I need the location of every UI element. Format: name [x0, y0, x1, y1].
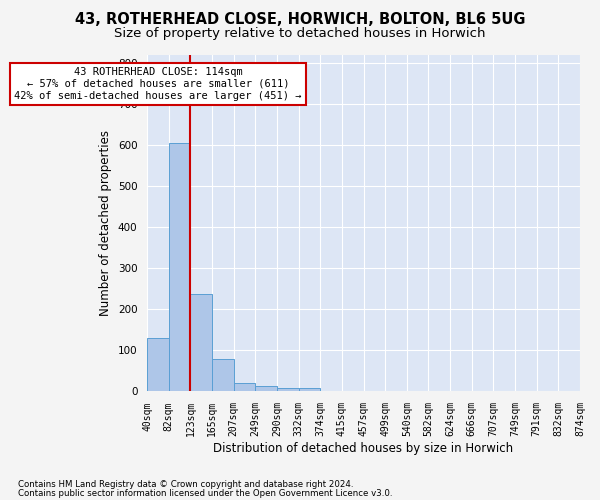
Y-axis label: Number of detached properties: Number of detached properties — [99, 130, 112, 316]
Bar — [147, 338, 169, 392]
Bar — [212, 358, 234, 392]
Bar — [190, 294, 212, 392]
Text: 43, ROTHERHEAD CLOSE, HORWICH, BOLTON, BL6 5UG: 43, ROTHERHEAD CLOSE, HORWICH, BOLTON, B… — [75, 12, 525, 28]
Text: Size of property relative to detached houses in Horwich: Size of property relative to detached ho… — [114, 28, 486, 40]
Text: Contains public sector information licensed under the Open Government Licence v3: Contains public sector information licen… — [18, 488, 392, 498]
Bar — [234, 383, 256, 392]
Text: Contains HM Land Registry data © Crown copyright and database right 2024.: Contains HM Land Registry data © Crown c… — [18, 480, 353, 489]
Bar — [256, 386, 277, 392]
Bar — [299, 388, 320, 392]
X-axis label: Distribution of detached houses by size in Horwich: Distribution of detached houses by size … — [214, 442, 514, 455]
Bar — [277, 388, 299, 392]
Bar — [169, 143, 190, 392]
Text: 43 ROTHERHEAD CLOSE: 114sqm
← 57% of detached houses are smaller (611)
42% of se: 43 ROTHERHEAD CLOSE: 114sqm ← 57% of det… — [14, 68, 302, 100]
